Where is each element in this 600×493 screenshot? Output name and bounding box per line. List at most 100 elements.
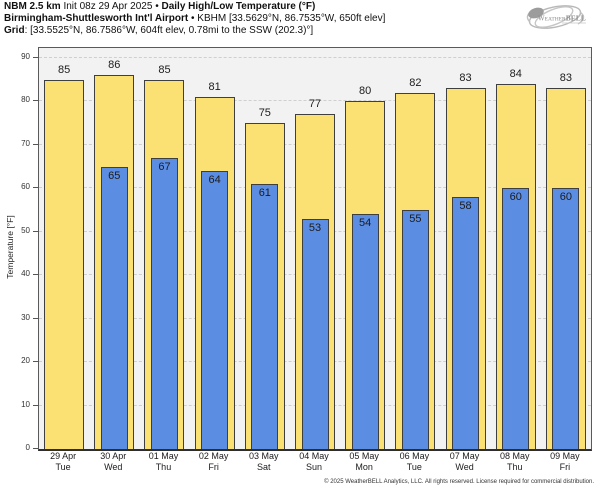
y-tick-mark — [33, 448, 38, 449]
high-value-label: 83 — [559, 72, 573, 85]
x-tick-label: 29 Apr Tue — [38, 451, 88, 473]
grid-label: Grid — [4, 25, 25, 36]
y-tick-label: 50 — [21, 225, 30, 235]
y-tick-label: 70 — [21, 138, 30, 148]
y-tick-mark — [33, 100, 38, 102]
x-tick-label: 01 May Thu — [138, 451, 188, 473]
grid-meta: : [33.5525°N, 86.7586°W, 604ft elev, 0.7… — [24, 25, 314, 36]
low-bar — [351, 214, 379, 449]
high-value-label: 85 — [57, 63, 71, 76]
high-value-label: 85 — [158, 63, 171, 76]
low-value-label: 53 — [308, 221, 322, 234]
y-tick-mark — [33, 143, 38, 145]
y-tick-label: 80 — [21, 95, 30, 105]
init-time: Init 08z 29 Apr 2025 • — [60, 1, 162, 12]
y-tick-mark — [33, 230, 38, 232]
low-bar — [401, 210, 429, 449]
x-tick-dow: Wed — [455, 462, 474, 472]
x-tick-date: 01 May — [148, 451, 179, 461]
x-tick-label: 05 May Mon — [339, 451, 389, 473]
high-value-label: 82 — [409, 76, 422, 89]
high-value-label: 86 — [108, 59, 121, 72]
weatherbell-logo-icon: WEATHERBELL — [526, 5, 586, 29]
x-tick-label: 04 May Sun — [289, 451, 339, 473]
y-tick-label: 90 — [21, 52, 30, 61]
high-bar — [44, 79, 85, 449]
station-name: Birmingham-Shuttlesworth Int'l Airport — [4, 13, 189, 24]
high-value-label: 80 — [359, 85, 372, 98]
low-bar — [452, 197, 480, 449]
x-tick-dow: Sat — [257, 462, 271, 472]
x-tick-dow: Wed — [104, 462, 123, 472]
low-bar — [201, 170, 229, 449]
low-value-label: 64 — [208, 173, 221, 186]
x-tick-date: 04 May — [299, 451, 329, 461]
x-tick-date: 05 May — [349, 451, 379, 461]
x-tick-label: 03 May Sat — [239, 451, 289, 473]
x-tick-date: 08 May — [499, 451, 530, 461]
low-value-label: 65 — [108, 169, 121, 182]
plot-area: 85 86 65 85 67 81 64 75 61 77 53 80 54 82 55 83 58 84 60 83… — [38, 47, 592, 451]
x-tick-label: 06 May Tue — [389, 451, 439, 473]
x-tick-label: 09 May Fri — [540, 451, 590, 473]
y-tick-mark — [33, 404, 38, 406]
low-bar — [251, 184, 279, 449]
grid-line: Grid: [33.5525°N, 86.7586°W, 604ft elev,… — [4, 25, 313, 37]
x-tick-dow: Tue — [406, 462, 422, 472]
x-tick-dow: Mon — [355, 462, 373, 472]
x-tick-dow: Fri — [208, 462, 219, 472]
low-bar — [150, 157, 178, 449]
x-tick-dow: Tue — [55, 462, 71, 472]
low-value-label: 60 — [559, 191, 573, 204]
x-tick-dow: Sun — [305, 462, 322, 472]
x-tick-date: 03 May — [249, 451, 279, 461]
x-tick-label: 08 May Thu — [490, 451, 540, 473]
station-meta: • KBHM [33.5629°N, 86.7535°W, 650ft elev… — [188, 13, 386, 24]
svg-text:WEATHERBELL: WEATHERBELL — [538, 14, 586, 23]
low-bar — [502, 188, 530, 449]
y-tick-mark — [33, 187, 38, 189]
model-name: NBM 2.5 km — [4, 1, 61, 12]
station-line: Birmingham-Shuttlesworth Int'l Airport •… — [4, 13, 385, 25]
low-value-label: 60 — [509, 191, 522, 204]
x-tick-date: 29 Apr — [50, 451, 77, 461]
x-tick-date: 02 May — [198, 451, 229, 461]
x-tick-date: 07 May — [449, 451, 480, 461]
x-tick-label: 30 Apr Wed — [88, 451, 138, 473]
y-tick-label: 10 — [21, 399, 30, 409]
logo-text-weather: W — [538, 15, 545, 23]
y-tick-label: 40 — [21, 269, 30, 279]
gridline — [39, 57, 591, 58]
y-tick-mark — [33, 361, 38, 363]
high-value-label: 81 — [208, 81, 221, 94]
x-tick-dow: Thu — [506, 462, 523, 472]
x-tick-date: 09 May — [550, 451, 580, 461]
low-bar — [552, 188, 580, 449]
x-tick-date: 30 Apr — [100, 451, 127, 461]
chart-title-line: NBM 2.5 km Init 08z 29 Apr 2025 • Daily … — [4, 1, 315, 13]
x-tick-dow: Fri — [559, 462, 571, 472]
high-value-label: 75 — [258, 107, 271, 120]
low-value-label: 61 — [258, 186, 271, 199]
x-tick-dow: Thu — [155, 462, 172, 472]
y-tick-label: 60 — [21, 182, 30, 192]
high-value-label: 83 — [459, 72, 472, 85]
low-value-label: 58 — [459, 200, 472, 213]
x-tick-label: 02 May Fri — [189, 451, 239, 473]
low-bar — [100, 166, 128, 449]
low-value-label: 67 — [158, 160, 171, 173]
y-tick-label: 20 — [21, 356, 30, 366]
copyright-text: © 2025 WeatherBELL Analytics, LLC. All r… — [324, 479, 594, 485]
low-value-label: 54 — [359, 217, 372, 230]
low-value-label: 55 — [409, 213, 422, 226]
x-tick-date: 06 May — [399, 451, 430, 461]
y-tick-label: 30 — [21, 312, 30, 322]
page-title: Daily High/Low Temperature (°F) — [161, 1, 316, 12]
gridline — [39, 100, 591, 102]
high-value-label: 77 — [308, 98, 322, 111]
y-tick-label: 0 — [25, 443, 30, 452]
y-tick-mark — [33, 274, 38, 276]
y-tick-mark — [33, 317, 38, 319]
y-tick-mark — [33, 57, 38, 58]
